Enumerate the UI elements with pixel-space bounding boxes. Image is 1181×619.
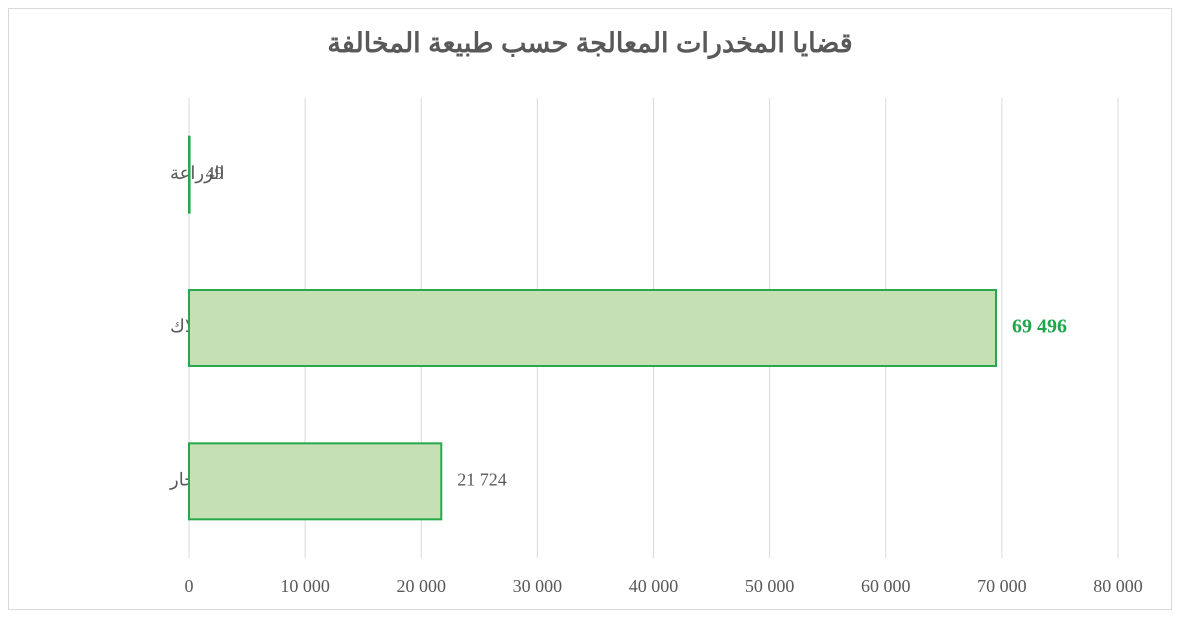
bar — [188, 289, 998, 367]
x-tick-label: 50 000 — [745, 576, 795, 596]
value-label: 49 — [206, 163, 224, 183]
x-tick-label: 60 000 — [861, 576, 911, 596]
y-tick-label: الزراعة — [170, 163, 225, 184]
x-tick-label: 10 000 — [280, 576, 330, 596]
x-tick-label: 20 000 — [397, 576, 447, 596]
chart-title: قضايا المخدرات المعالجة حسب طبيعة المخال… — [327, 28, 852, 60]
bar — [188, 442, 443, 521]
x-tick-label: 40 000 — [629, 576, 679, 596]
x-tick-label: 70 000 — [977, 576, 1027, 596]
bar — [188, 135, 191, 214]
x-tick-label: 80 000 — [1093, 576, 1143, 596]
x-tick-label: 0 — [185, 576, 194, 596]
value-label: 69 496 — [1012, 316, 1067, 338]
x-tick-label: 30 000 — [513, 576, 563, 596]
value-label: 21 724 — [457, 469, 507, 489]
